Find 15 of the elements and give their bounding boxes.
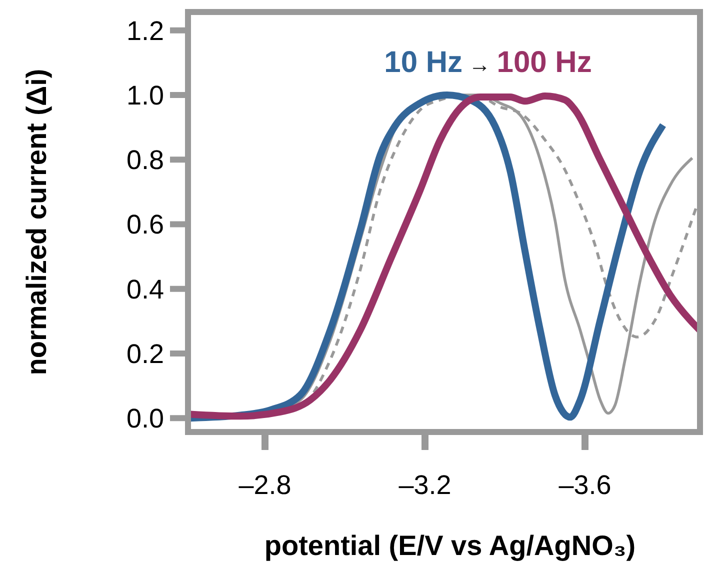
series-label: 10 Hz [384,46,463,79]
x-tick-label: –3.2 [398,470,452,500]
y-tick-label: 1.2 [126,16,164,46]
y-tick-label: 0.0 [126,404,164,434]
series-label: 100 Hz [496,46,592,79]
y-tick-label: 0.2 [126,338,164,369]
y-tick-label: 0.6 [126,210,164,240]
y-tick-label: 0.4 [126,274,164,304]
y-axis-title: normalized current (Δi) [21,68,52,376]
y-tick-label: 1.0 [126,80,164,110]
x-tick-label: –2.8 [238,470,292,500]
x-tick-label: –3.6 [558,470,612,500]
annotation: → [462,52,497,77]
y-tick-label: 0.8 [126,145,164,176]
x-axis-title: potential (E/V vs Ag/AgNO₃) [264,530,636,561]
